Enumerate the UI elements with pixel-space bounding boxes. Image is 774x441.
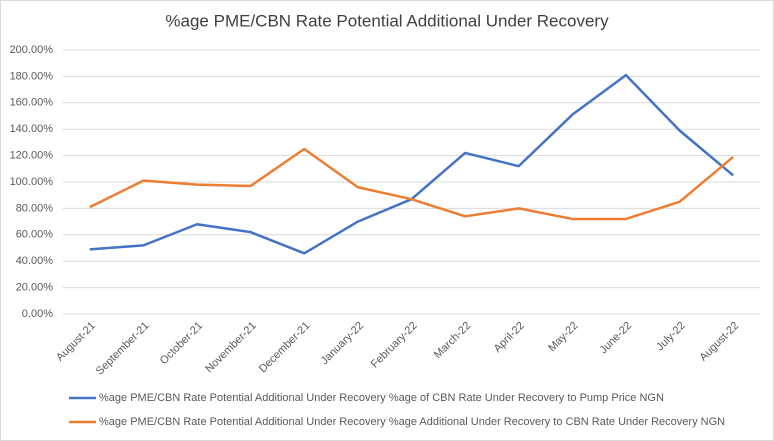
y-tick-label: 80.00% bbox=[16, 202, 54, 214]
y-tick-label: 0.00% bbox=[22, 308, 53, 320]
legend-label: %age PME/CBN Rate Potential Additional U… bbox=[99, 416, 725, 428]
y-tick-label: 180.00% bbox=[10, 70, 54, 82]
series-line bbox=[89, 147, 734, 221]
y-tick-label: 100.00% bbox=[10, 176, 54, 188]
y-tick-label: 60.00% bbox=[16, 229, 54, 241]
chart-title: %age PME/CBN Rate Potential Additional U… bbox=[165, 11, 609, 30]
legend-label: %age PME/CBN Rate Potential Additional U… bbox=[99, 392, 664, 404]
y-tick-label: 160.00% bbox=[10, 97, 54, 109]
y-tick-label: 140.00% bbox=[10, 123, 54, 135]
y-tick-label: 120.00% bbox=[10, 150, 54, 162]
y-tick-label: 200.00% bbox=[10, 44, 54, 56]
y-tick-label: 40.00% bbox=[16, 255, 54, 267]
y-tick-label: 20.00% bbox=[16, 282, 54, 294]
